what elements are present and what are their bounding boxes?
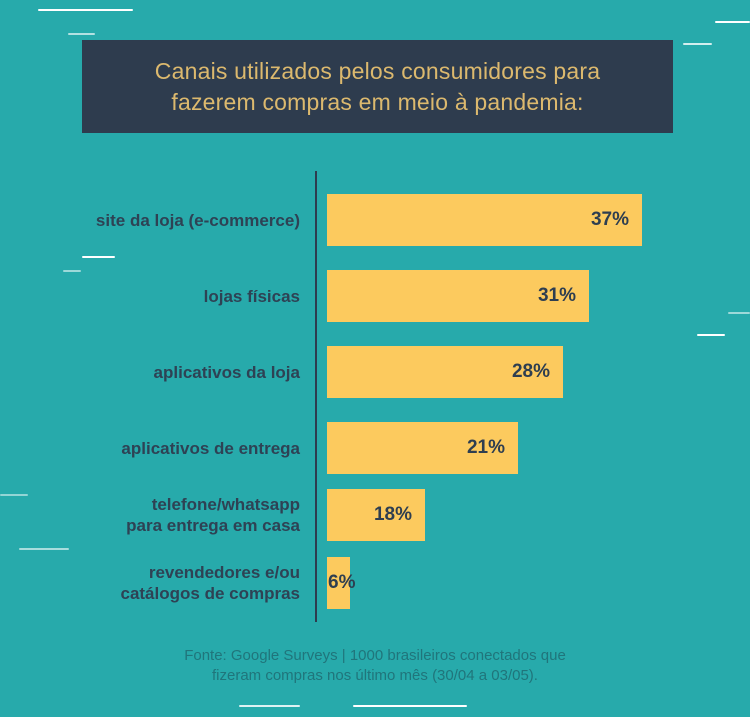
chart-title-line2: fazerem compras em meio à pandemia: xyxy=(171,88,584,115)
category-label: site da loja (e-commerce) xyxy=(95,210,300,230)
chart-row: aplicativos da loja 28% xyxy=(0,346,750,398)
chart-row: lojas físicas 31% xyxy=(0,270,750,322)
chart-row: aplicativos de entrega 21% xyxy=(0,422,750,474)
category-label: aplicativos da loja xyxy=(153,362,300,382)
decor-dash xyxy=(683,43,712,45)
decor-dash xyxy=(715,21,750,23)
decor-dash xyxy=(63,270,81,272)
category-label: lojas físicas xyxy=(203,286,300,306)
value-label: 6% xyxy=(328,572,356,593)
decor-dash xyxy=(19,548,69,550)
bar-lojas-f-sicas: 31% xyxy=(327,270,589,322)
category-label: revendedores e/ou catálogos de compras xyxy=(120,563,300,603)
source-note: Fonte: Google Surveys | 1000 brasileiros… xyxy=(0,646,750,686)
chart-title-line1: Canais utilizados pelos consumidores par… xyxy=(154,57,601,84)
value-label: 18% xyxy=(373,504,412,525)
chart-row: revendedores e/ou catálogos de compras 6% xyxy=(0,557,750,609)
chart-row: site da loja (e-commerce) 37% xyxy=(0,194,750,246)
chart-row: telefone/whatsapp para entrega em casa 18… xyxy=(0,489,750,541)
bar-telefone-whatsapp-para-entrega-em-casa: 18% xyxy=(327,489,425,541)
decor-dash xyxy=(239,705,300,707)
decor-dash xyxy=(38,9,133,11)
value-label: 31% xyxy=(537,285,576,306)
category-label: telefone/whatsapp para entrega em casa xyxy=(126,495,300,535)
decor-dash xyxy=(0,494,28,496)
decor-dash xyxy=(68,33,95,35)
decor-dash xyxy=(728,312,750,314)
value-label: 21% xyxy=(466,437,505,458)
source-note-line1: Fonte: Google Surveys | 1000 brasileiros… xyxy=(184,647,566,664)
decor-dash xyxy=(353,705,467,707)
source-note-line2: fizeram compras nos último mês (30/04 a … xyxy=(212,667,538,684)
axis-line xyxy=(315,171,317,622)
bar-aplicativos-da-loja: 28% xyxy=(327,346,563,398)
category-label: aplicativos de entrega xyxy=(121,438,300,458)
chart-title: Canais utilizados pelos consumidores par… xyxy=(155,56,600,118)
chart-title-box: Canais utilizados pelos consumidores par… xyxy=(82,40,673,133)
value-label: 28% xyxy=(511,361,550,382)
bar-site-da-loja-e-commerce-: 37% xyxy=(327,194,642,246)
value-label: 37% xyxy=(590,209,629,230)
bar-revendedores-e-ou-cat-logos-de-compras: 6% xyxy=(327,557,355,609)
decor-dash xyxy=(697,334,725,336)
decor-dash xyxy=(82,256,115,258)
bar-aplicativos-de-entrega: 21% xyxy=(327,422,518,474)
